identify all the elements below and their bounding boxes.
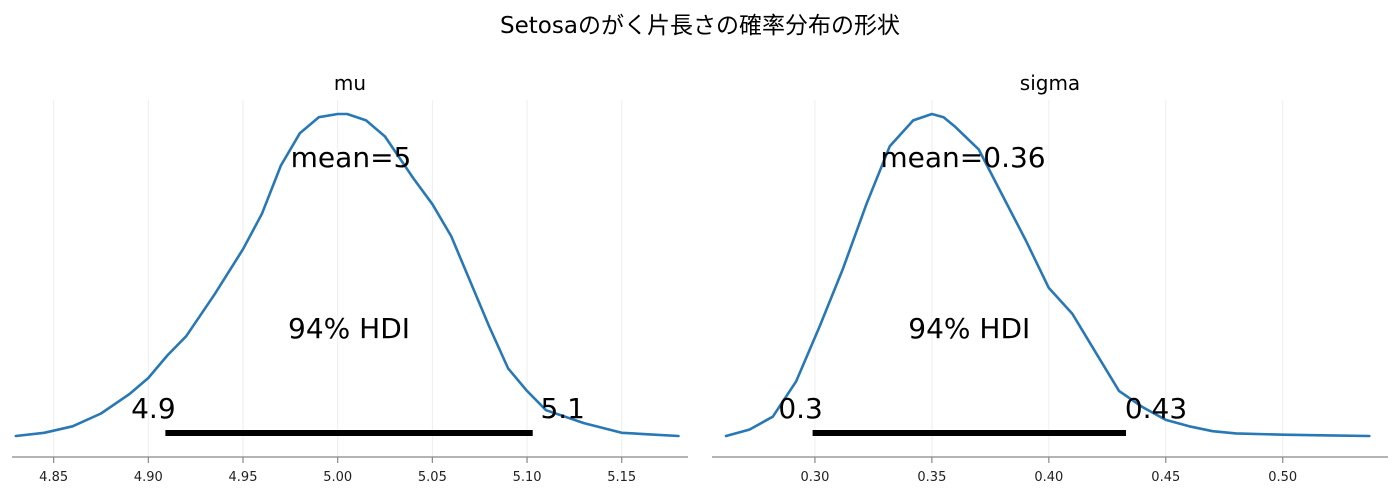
x-tick-label: 4.90 bbox=[134, 470, 163, 485]
x-tick-label: 4.95 bbox=[229, 470, 258, 485]
hdi-label: 94% HDI bbox=[908, 312, 1030, 345]
x-tick-label: 5.05 bbox=[418, 470, 447, 485]
x-tick-label: 0.45 bbox=[1151, 470, 1180, 485]
density-line bbox=[14, 112, 680, 438]
hdi-low-label: 4.9 bbox=[131, 392, 176, 425]
x-tick-label: 0.35 bbox=[917, 470, 946, 485]
x-tick-label: 4.85 bbox=[39, 470, 68, 485]
x-tick-label: 5.15 bbox=[607, 470, 636, 485]
panel-title: sigma bbox=[1020, 71, 1080, 95]
mean-label: mean=5 bbox=[291, 141, 412, 174]
hdi-low-label: 0.3 bbox=[778, 392, 823, 425]
x-tick-label: 5.00 bbox=[323, 470, 352, 485]
panel-title: mu bbox=[334, 71, 366, 95]
hdi-high-label: 0.43 bbox=[1125, 392, 1187, 425]
hdi-label: 94% HDI bbox=[288, 312, 410, 345]
x-tick-label: 0.40 bbox=[1034, 470, 1063, 485]
x-tick-label: 0.50 bbox=[1268, 470, 1297, 485]
figure-title: Setosaのがく片長さの確率分布の形状 bbox=[500, 13, 900, 39]
x-tick-label: 5.10 bbox=[513, 470, 542, 485]
hdi-high-label: 5.1 bbox=[540, 392, 585, 425]
mean-label: mean=0.36 bbox=[880, 141, 1045, 174]
x-tick-label: 0.30 bbox=[800, 470, 829, 485]
density-line bbox=[724, 112, 1371, 438]
